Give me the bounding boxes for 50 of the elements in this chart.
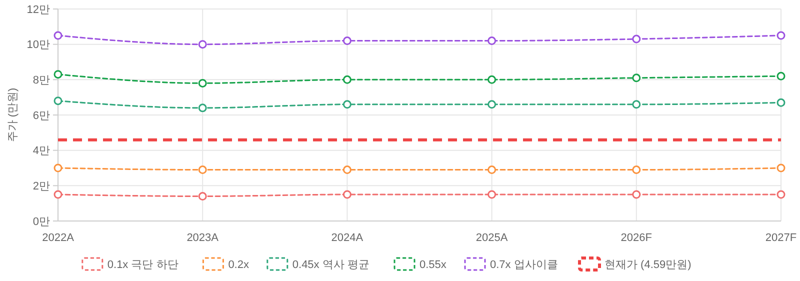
point (54, 96, 62, 106)
point (342, 190, 352, 199)
point (488, 36, 496, 46)
y-tick-label: 8만 (32, 74, 50, 87)
point (54, 164, 62, 172)
y-tick-label: 0만 (32, 216, 50, 228)
y-tick-label: 4만 (32, 145, 50, 158)
point (54, 190, 62, 199)
y-tick-label: 10만 (26, 39, 50, 52)
x-tick-label: 2025A (476, 232, 508, 244)
point (198, 78, 207, 88)
legend-label: 0.7x 업사이클 (490, 258, 558, 271)
point (198, 40, 207, 49)
point (342, 36, 352, 46)
x-tick-label: 2026F (620, 232, 652, 244)
y-tick-label: 6만 (32, 110, 50, 122)
x-tick-label: 2024A (331, 232, 364, 244)
point (198, 104, 207, 112)
point (488, 166, 496, 174)
y-axis-title: 주가 (만원) (7, 88, 19, 142)
x-tick-label: 2022A (42, 232, 75, 244)
point (488, 190, 496, 199)
legend-label: 0.2x (228, 258, 250, 271)
point (54, 31, 62, 40)
point (488, 100, 496, 109)
point (198, 166, 207, 174)
point (632, 34, 641, 44)
point (776, 164, 786, 172)
point (632, 100, 641, 109)
point (342, 166, 352, 174)
point (198, 192, 207, 201)
legend-label: 현재가 (4.59만원) (604, 258, 692, 271)
point (54, 70, 62, 79)
y-tick-label: 2만 (32, 180, 50, 193)
point (342, 100, 352, 109)
x-tick-label: 2027F (765, 232, 797, 244)
legend-label: 0.55x (420, 258, 447, 271)
legend-label: 0.1x 극단 하단 (107, 258, 178, 271)
point (776, 98, 786, 107)
x-tick-label: 2023A (186, 232, 220, 244)
point (632, 166, 641, 174)
point (776, 190, 786, 199)
point (776, 72, 786, 80)
legend-label: 0.45x 역사 평균 (292, 258, 370, 271)
y-tick-label: 12만 (26, 4, 50, 16)
point (776, 31, 786, 40)
point (632, 74, 641, 82)
point (632, 190, 641, 199)
point (342, 75, 352, 84)
point (488, 75, 496, 84)
